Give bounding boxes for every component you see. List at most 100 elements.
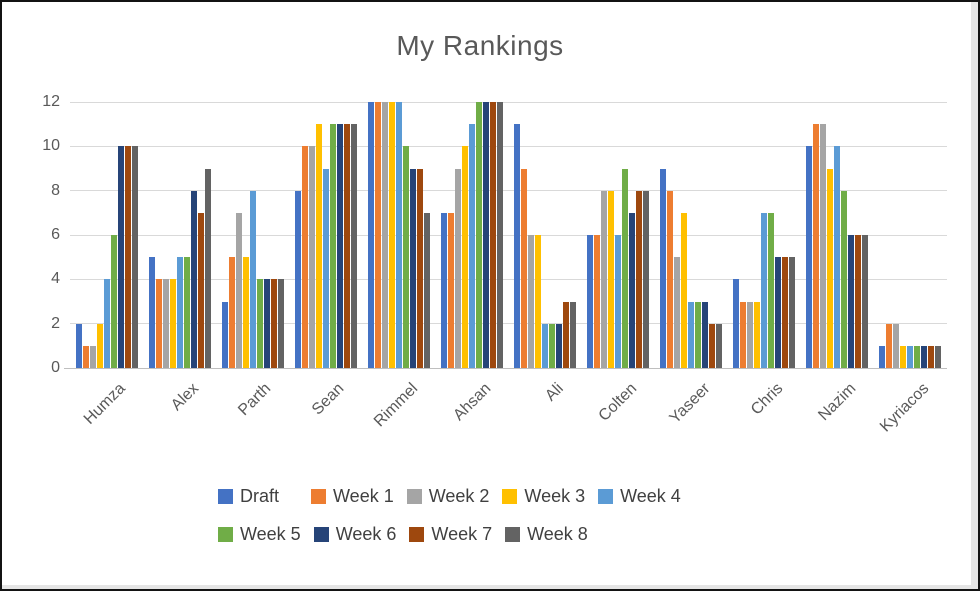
legend-swatch-icon [218,489,233,504]
legend-swatch-icon [406,489,422,504]
bar-week-3 [242,257,249,368]
page-edge-right [971,2,978,589]
bar-week-4 [322,168,329,368]
bar-week-8 [350,124,357,368]
bar-week-3 [315,124,322,368]
bar-week-1 [447,212,454,368]
bar-week-4 [542,323,548,368]
bar-week-5 [329,124,336,368]
bar-week-4 [615,235,622,368]
bar-week-5 [914,345,921,368]
bar-group-yaseer [655,102,728,368]
bar-week-7 [489,102,496,368]
gridline [70,101,947,103]
x-axis-label-sean: Sean [309,380,348,419]
bar-week-5 [183,257,190,368]
bar-week-8 [496,102,503,368]
bar-week-8 [204,168,211,368]
bar-week-4 [688,301,695,368]
bar-groups [70,102,947,368]
gridline [70,234,947,236]
gridline [70,145,947,147]
chart-title: My Rankings [396,30,564,61]
bar-group-ali [508,102,581,368]
y-tick-label: 4 [51,270,60,288]
bar-draft [514,124,520,368]
bar-week-2 [162,279,169,368]
bar-week-8 [935,345,942,368]
bar-week-7 [563,301,569,368]
bar-week-8 [789,257,796,368]
legend-label: Week 4 [620,486,681,506]
legend-item-week-4: Week 4 [598,486,681,507]
bar-week-6 [263,279,270,368]
bar-week-4 [907,345,914,368]
bar-draft [221,301,228,368]
legend-row: Week 5 Week 6 Week 7 Week 8 [218,524,742,545]
bar-group-rimmel [362,102,435,368]
legend-label: Week 8 [527,524,588,544]
bar-group-nazim [801,102,874,368]
bar-week-4 [103,279,110,368]
x-axis-line [64,367,947,369]
bar-group-parth [216,102,289,368]
bar-week-4 [176,257,183,368]
bar-draft [75,323,82,368]
bar-week-5 [110,235,117,368]
x-axis-label-chris: Chris [747,380,787,419]
legend-swatch-icon [409,527,425,542]
bar-week-8 [131,146,138,368]
legend-swatch-icon [598,489,614,504]
x-axis-label-nazim: Nazim [815,380,860,425]
bar-week-8 [716,323,723,368]
bar-week-7 [709,323,716,368]
legend-item-week-1: Week 1 [311,486,394,507]
x-axis-label-ahsan: Ahsan [449,380,494,425]
bar-week-3 [681,212,688,368]
bar-week-2 [89,345,96,368]
x-axis-label-parth: Parth [235,380,275,420]
bar-week-5 [549,323,555,368]
bar-week-3 [827,168,834,368]
bar-week-6 [848,235,855,368]
legend-swatch-icon [502,489,518,504]
bar-week-5 [695,301,702,368]
bar-group-sean [289,102,362,368]
bar-week-4 [249,190,256,368]
legend-swatch-icon [311,489,327,504]
y-tick-label: 8 [51,181,60,199]
legend-label: Draft [240,486,280,506]
bar-week-2 [820,124,827,368]
legend-label: Week 6 [335,524,397,544]
bar-week-6 [629,212,636,368]
bar-week-1 [301,146,308,368]
bar-week-5 [402,146,409,368]
legend-item-week-3: Week 3 [502,486,585,507]
bar-week-5 [768,212,775,368]
bar-week-6 [482,102,489,368]
legend-label: Week 1 [333,486,394,506]
bar-draft [587,235,594,368]
bar-week-1 [82,345,89,368]
bar-week-8 [277,279,284,368]
bar-week-3 [754,301,761,368]
bar-week-3 [388,102,395,368]
legend-item-week-5: Week 5 [218,524,301,545]
bar-week-2 [674,257,681,368]
legend-item-week-6: Week 6 [313,524,397,545]
legend-item-draft: Draft [218,486,279,507]
bar-week-6 [336,124,343,368]
bar-week-6 [117,146,124,368]
legend: Draft Week 1 Week 2 Week 3 Week 4 Week 5 Week … [2,486,958,562]
y-tick-label: 10 [42,137,60,155]
y-tick-label: 12 [42,93,60,110]
legend-label: Week 7 [431,524,493,544]
bar-group-ahsan [435,102,508,368]
plot-area [64,101,947,369]
bar-week-5 [475,102,482,368]
legend-item-week-2: Week 2 [406,486,489,507]
bar-week-3 [96,323,103,368]
bar-week-8 [862,235,869,368]
legend-item-week-7: Week 7 [409,524,492,545]
x-axis-label-humza: Humza [80,380,129,428]
